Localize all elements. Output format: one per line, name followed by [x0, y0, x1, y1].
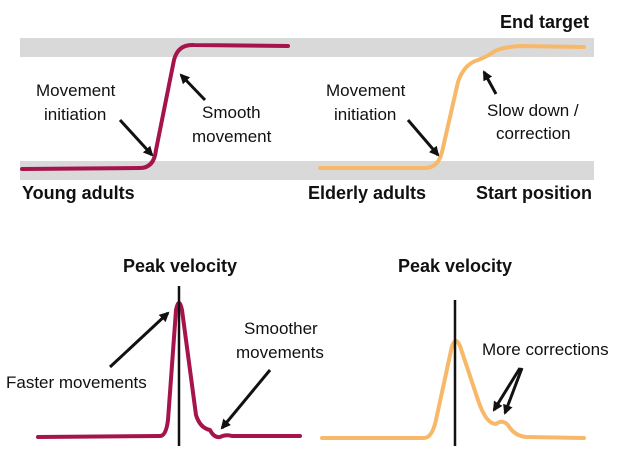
- more-corrections-arrow-2: [503, 367, 524, 415]
- elderly-position-curve: [318, 44, 586, 170]
- elderly-slow-label-line1: Slow down /: [487, 101, 579, 120]
- young-initiation-arrow: [118, 118, 154, 157]
- elderly-peak-velocity-label: Peak velocity: [398, 256, 512, 276]
- young-peak-velocity-label: Peak velocity: [123, 256, 237, 276]
- smoother-movements-label-line2: movements: [236, 343, 324, 362]
- young-initiation-label-line2: initiation: [44, 105, 106, 124]
- end-target-band: [20, 38, 594, 57]
- smoother-movements-label-line1: Smoother: [244, 319, 318, 338]
- more-corrections-label: More corrections: [482, 340, 609, 359]
- elderly-slow-label-line2: correction: [496, 124, 571, 143]
- smoother-movements-arrow: [220, 369, 272, 430]
- young-smooth-label-line2: movement: [192, 127, 272, 146]
- young-velocity-curve: [36, 301, 302, 440]
- start-position-label: Start position: [476, 183, 592, 203]
- young-smooth-label-line1: Smooth: [202, 103, 261, 122]
- end-target-label: End target: [500, 12, 589, 32]
- young-smooth-arrow: [179, 73, 207, 102]
- start-position-band: [20, 161, 594, 180]
- elderly-initiation-label-line2: initiation: [334, 105, 396, 124]
- faster-movements-label: Faster movements: [6, 373, 147, 392]
- elderly-adults-label: Elderly adults: [308, 183, 426, 203]
- more-corrections-arrow-1: [492, 367, 522, 412]
- elderly-initiation-label-line1: Movement: [326, 81, 406, 100]
- elderly-velocity-curve: [320, 339, 586, 440]
- young-initiation-label-line1: Movement: [36, 81, 116, 100]
- elderly-initiation-arrow: [406, 119, 440, 157]
- young-position-curve: [20, 42, 290, 171]
- elderly-slow-arrow: [482, 70, 498, 95]
- young-adults-label: Young adults: [22, 183, 135, 203]
- faster-movements-arrow: [108, 311, 170, 369]
